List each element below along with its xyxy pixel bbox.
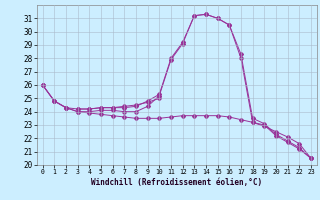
X-axis label: Windchill (Refroidissement éolien,°C): Windchill (Refroidissement éolien,°C) <box>91 178 262 187</box>
